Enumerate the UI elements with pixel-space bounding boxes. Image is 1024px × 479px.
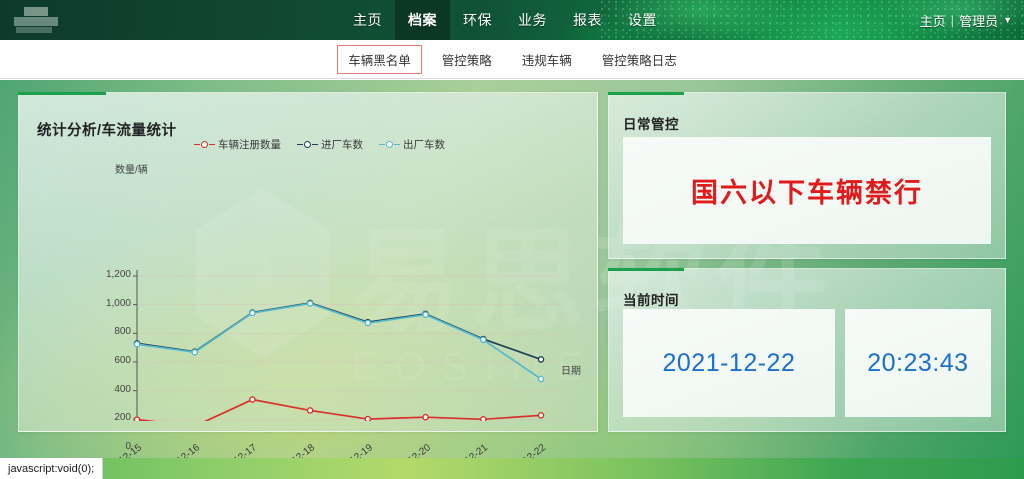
- main-menu-item-1[interactable]: 档案: [395, 0, 450, 40]
- y-tick-label: 1,000: [105, 297, 131, 309]
- legend-item-0[interactable]: 车辆注册数量: [194, 137, 281, 152]
- data-point: [537, 412, 545, 419]
- data-point: [306, 407, 314, 414]
- daily-control-card: 日常管控 国六以下车辆禁行: [608, 92, 1006, 259]
- data-point: [479, 336, 487, 344]
- daily-control-title: 日常管控: [623, 117, 679, 132]
- legend-label: 出厂车数: [403, 139, 445, 151]
- legend-item-2[interactable]: 出厂车数: [379, 137, 445, 152]
- y-tick-label: 0: [125, 441, 131, 452]
- x-axis-title: 日期: [561, 366, 581, 377]
- dashboard-content: 统计分析/车流量统计 车辆注册数量 进厂车数 出厂车数 数量/辆 日期 0 200 40…: [18, 92, 1006, 467]
- sub-navigation-bar: 车辆黑名单 管控策略 违规车辆 管控策略日志: [0, 40, 1024, 79]
- user-menu[interactable]: 主页 | 管理员 ▼: [920, 0, 1012, 40]
- page-body: 易思软件EOSINE SOFTWARE 统计分析/车流量统计 车辆注册数量进厂车…: [0, 80, 1024, 467]
- legend-item-1[interactable]: 进厂车数: [297, 137, 363, 152]
- data-point: [364, 415, 372, 423]
- sub-nav-tab-1[interactable]: 管控策略: [441, 53, 492, 68]
- top-navigation-bar: 主页 档案 环保 业务 报表 设置 主页 | 管理员 ▼: [0, 0, 1024, 40]
- card-accent-bar: [18, 92, 106, 95]
- chart-plot-area: 数量/辆 日期 0 200 400 600 800 1,000 1,200 12-15 12-…: [19, 161, 599, 467]
- user-home-link[interactable]: 主页: [919, 13, 946, 29]
- card-accent-bar: [608, 268, 684, 271]
- main-menu-item-3[interactable]: 业务: [518, 12, 547, 28]
- y-tick-label: 1,200: [105, 269, 131, 280]
- legend-marker-icon: [194, 141, 215, 148]
- y-tick-label: 600: [114, 355, 131, 366]
- line-chart: [133, 270, 561, 452]
- data-point: [249, 396, 256, 403]
- data-point: [479, 416, 487, 423]
- status-bar-text: javascript:void(0);: [0, 458, 104, 479]
- data-point: [422, 311, 429, 318]
- chart-legend: 车辆注册数量 进厂车数 出厂车数: [194, 137, 445, 152]
- data-point: [537, 356, 545, 363]
- sub-nav-tabs: 车辆黑名单 管控策略 违规车辆 管控策略日志: [332, 44, 692, 74]
- data-point: [133, 416, 141, 423]
- browser-status-bar: javascript:void(0);: [0, 458, 1024, 479]
- user-role-label[interactable]: 管理员: [959, 13, 999, 29]
- data-point: [364, 319, 372, 327]
- y-axis-title: 数量/辆: [115, 165, 148, 176]
- data-point: [191, 348, 199, 356]
- y-tick-label: 400: [114, 383, 131, 395]
- card-accent-bar: [608, 92, 684, 95]
- legend-label: 进厂车数: [321, 139, 363, 151]
- main-menu-item-2[interactable]: 环保: [463, 12, 492, 28]
- current-date-box: 2021-12-22: [623, 309, 835, 417]
- current-time-title: 当前时间: [623, 293, 679, 308]
- main-menu-item-4[interactable]: 报表: [573, 12, 602, 28]
- sub-nav-tab-0[interactable]: 车辆黑名单: [337, 44, 422, 74]
- y-tick-label: 800: [114, 326, 131, 338]
- main-menu: 主页 档案 环保 业务 报表 设置: [340, 0, 670, 40]
- legend-marker-icon: [379, 141, 400, 148]
- legend-marker-icon: [297, 141, 318, 148]
- control-notice-box: 国六以下车辆禁行: [623, 137, 991, 244]
- data-point: [133, 340, 141, 348]
- current-clock-value: 20:23:43: [867, 348, 969, 377]
- y-tick-label: 200: [114, 412, 131, 424]
- data-point: [306, 300, 314, 307]
- series-line-2: [136, 302, 542, 380]
- data-point: [422, 413, 429, 421]
- sub-nav-tab-3[interactable]: 管控策略日志: [601, 53, 677, 68]
- header-pattern-decoration: [600, 0, 1024, 40]
- control-notice-text: 国六以下车辆禁行: [691, 178, 923, 208]
- traffic-statistics-card: 统计分析/车流量统计 车辆注册数量 进厂车数 出厂车数 数量/辆 日期 0 200 40…: [18, 92, 599, 467]
- company-logo[interactable]: [14, 6, 84, 34]
- current-clock-box: 20:23:43: [844, 309, 991, 417]
- main-menu-item-0[interactable]: 主页: [353, 12, 382, 28]
- time-display-row: 2021-12-22 20:23:43: [623, 309, 991, 417]
- main-menu-item-5[interactable]: 设置: [628, 12, 657, 28]
- chart-title: 统计分析/车流量统计: [37, 123, 177, 139]
- user-menu-separator: |: [950, 12, 955, 28]
- chevron-down-icon[interactable]: ▼: [1003, 15, 1012, 25]
- data-point: [249, 309, 256, 317]
- current-date-value: 2021-12-22: [662, 348, 796, 377]
- right-column: 日常管控 国六以下车辆禁行 当前时间 2021-12-22 20:23:43: [608, 92, 1006, 432]
- data-point: [537, 375, 545, 383]
- legend-label: 车辆注册数量: [218, 139, 281, 151]
- current-time-card: 当前时间 2021-12-22 20:23:43: [608, 268, 1006, 432]
- sub-nav-tab-2[interactable]: 违规车辆: [521, 53, 572, 68]
